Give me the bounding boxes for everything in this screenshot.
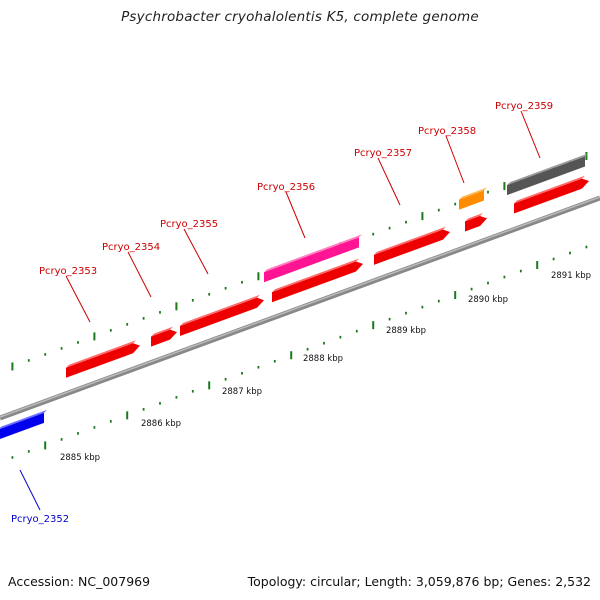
- feature-pink[interactable]: [264, 234, 362, 283]
- gene-layer: [0, 153, 589, 440]
- feature-orange[interactable]: [459, 187, 487, 210]
- gene-pcryo-2354[interactable]: [151, 326, 177, 347]
- lower-tick-row: [11, 245, 588, 459]
- label-leader-line: [19, 469, 41, 511]
- gene-label[interactable]: Pcryo_2359: [495, 101, 553, 112]
- kbp-position-label: 2890 kbp: [468, 295, 508, 305]
- accession-text: Accession: NC_007969: [8, 574, 151, 589]
- gene-label[interactable]: Pcryo_2354: [102, 242, 160, 253]
- kbp-position-label: 2886 kbp: [141, 419, 181, 429]
- gene-pcryo-2358[interactable]: [465, 213, 487, 232]
- gene-pcryo-2359[interactable]: [514, 175, 589, 214]
- kbp-position-label: 2888 kbp: [303, 354, 343, 364]
- gene-label[interactable]: Pcryo_2352: [11, 514, 69, 525]
- feature-gray[interactable]: [507, 153, 588, 196]
- genome-summary-text: Topology: circular; Length: 3,059,876 bp…: [247, 574, 591, 589]
- gene-pcryo-2352[interactable]: [0, 409, 47, 440]
- gene-label[interactable]: Pcryo_2356: [257, 182, 315, 193]
- gene-pcryo-2357[interactable]: [374, 226, 450, 265]
- kbp-position-label: 2889 kbp: [386, 326, 426, 336]
- label-leader-line: [445, 135, 465, 184]
- kbp-label-layer: 2885 kbp 2886 kbp 2887 kbp 2888 kbp 2889 kbp…: [60, 271, 591, 463]
- label-leader-line: [285, 191, 306, 239]
- genome-backbone: [0, 195, 600, 421]
- label-leader-line: [377, 157, 401, 206]
- label-leader-line: [65, 275, 91, 323]
- gene-label[interactable]: Pcryo_2357: [354, 148, 412, 159]
- label-leader-line: [183, 228, 209, 275]
- map-title: Psychrobacter cryohalolentis K5, complet…: [121, 9, 479, 25]
- gene-pcryo-2355[interactable]: [180, 294, 264, 336]
- kbp-position-label: 2885 kbp: [60, 453, 100, 463]
- gene-label[interactable]: Pcryo_2358: [418, 126, 476, 137]
- label-layer: Pcryo_2352 Pcryo_2353 Pcryo_2354 Pcryo_2355…: [11, 101, 553, 525]
- gene-pcryo-2353[interactable]: [66, 340, 140, 378]
- kbp-position-label: 2891 kbp: [551, 271, 591, 281]
- genome-backbone-highlight: [0, 196, 600, 418]
- gene-label[interactable]: Pcryo_2355: [160, 219, 218, 230]
- kbp-position-label: 2887 kbp: [222, 387, 262, 397]
- gene-pcryo-2356[interactable]: [272, 258, 363, 303]
- label-leader-line: [520, 110, 541, 159]
- label-leader-line: [127, 251, 152, 298]
- gene-label[interactable]: Pcryo_2353: [39, 266, 97, 277]
